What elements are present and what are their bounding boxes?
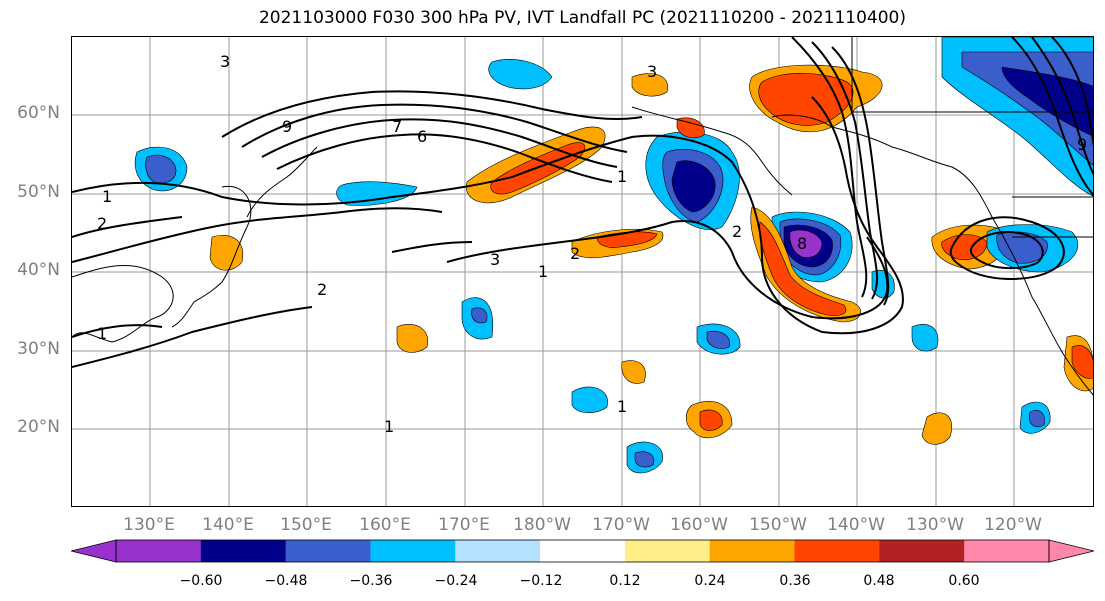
colorbar-left-extend	[71, 539, 117, 563]
colorbar-tick-label: −0.60	[179, 573, 223, 589]
contour-label: 1	[97, 324, 107, 343]
lon-label: 170°W	[592, 515, 650, 535]
map-canvas: 3 9 7 6 1 2 1 2 3 1 2 1 1 2 8 1 3 9	[72, 37, 1093, 506]
colorbar-segment	[879, 540, 965, 562]
contour-label: 1	[617, 397, 627, 416]
lon-label: 160°W	[670, 515, 728, 535]
lat-label: 60°N	[17, 103, 60, 123]
contour-label: 3	[647, 62, 657, 81]
contour-label: 1	[102, 187, 112, 206]
colorbar-segment	[370, 540, 456, 562]
lat-label: 30°N	[17, 339, 60, 359]
contour-label: 3	[220, 52, 230, 71]
map-title: 2021103000 F030 300 hPa PV, IVT Landfall…	[258, 8, 906, 28]
colorbar-tick-label: 0.48	[863, 573, 895, 589]
colorbar-segment	[116, 540, 202, 562]
lat-label: 40°N	[17, 260, 60, 280]
colorbar-segment	[455, 540, 541, 562]
colorbar-tick-label: 0.12	[609, 573, 641, 589]
colorbar-outline	[115, 539, 1050, 563]
ivt-contours	[72, 37, 1093, 368]
lon-label: 160°E	[359, 515, 411, 535]
map-panel: 3 9 7 6 1 2 1 2 3 1 2 1 1 2 8 1 3 9	[71, 36, 1094, 507]
contour-label: 1	[538, 262, 548, 281]
colorbar-segment	[200, 540, 287, 562]
lon-label: 140°E	[202, 515, 254, 535]
colorbar-segment	[285, 540, 371, 562]
contour-label-group: 3 9 7 6 1 2 1 2 3 1 2 1 1 2 8 1 3 9	[97, 52, 1087, 436]
colorbar-segments	[116, 540, 1050, 562]
lon-label: 120°W	[984, 515, 1042, 535]
coastlines	[72, 37, 1093, 396]
contour-label: 3	[490, 250, 500, 269]
colorbar-segment	[709, 540, 796, 562]
contour-label: 9	[1077, 135, 1087, 154]
lon-label: 170°E	[438, 515, 490, 535]
colorbar-segment	[624, 540, 711, 562]
contour-label: 8	[797, 234, 807, 253]
lon-label: 130°W	[906, 515, 964, 535]
colorbar-tick-label: 0.60	[948, 573, 980, 589]
contour-label: 1	[617, 167, 627, 186]
contour-label: 9	[282, 117, 292, 136]
colorbar-segment	[964, 540, 1050, 562]
contour-label: 2	[570, 244, 580, 263]
colorbar-tick-label: 0.36	[779, 573, 811, 589]
colorbar-right-extend	[1048, 539, 1094, 563]
colorbar-tick-label: 0.24	[694, 573, 726, 589]
colorbar-tick-label: −0.36	[349, 573, 393, 589]
lat-label: 50°N	[17, 182, 60, 202]
lat-label: 20°N	[17, 417, 60, 437]
contour-label: 7	[392, 117, 402, 136]
lon-label: 130°E	[123, 515, 175, 535]
contour-label: 1	[384, 417, 394, 436]
colorbar	[71, 539, 1094, 563]
contour-label: 2	[97, 214, 107, 233]
colorbar-tick-label: −0.48	[264, 573, 308, 589]
contour-label: 2	[317, 280, 327, 299]
colorbar-tick-label: −0.12	[519, 573, 563, 589]
colorbar-tick-label: −0.24	[434, 573, 478, 589]
contour-label: 2	[732, 222, 742, 241]
lon-label: 150°E	[280, 515, 332, 535]
lon-label: 180°W	[513, 515, 571, 535]
colorbar-segment	[540, 540, 626, 562]
colorbar-segment	[794, 540, 880, 562]
contour-label: 6	[417, 127, 427, 146]
lon-label: 140°W	[827, 515, 885, 535]
lon-label: 150°W	[749, 515, 807, 535]
